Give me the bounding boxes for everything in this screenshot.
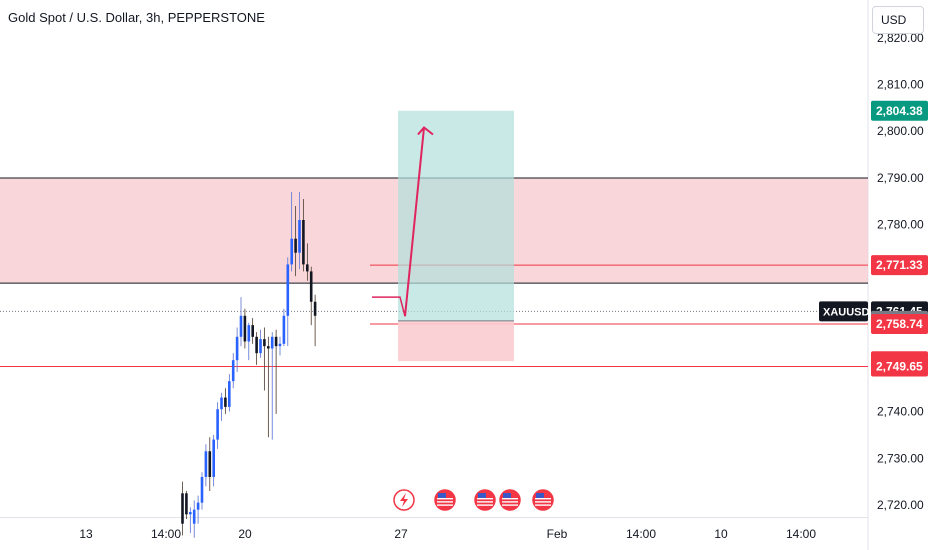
x-tick-label: Feb	[547, 527, 568, 541]
us-flag-stripe	[477, 504, 493, 506]
us-flag-canton	[478, 493, 486, 498]
candle	[263, 339, 266, 347]
candle	[216, 409, 219, 440]
us-flag-stripe	[437, 501, 453, 503]
candle	[255, 336, 258, 354]
chart-title: Gold Spot / U.S. Dollar, 3h, PEPPERSTONE	[8, 10, 265, 25]
us-flag-stripe	[502, 504, 518, 506]
candle	[185, 493, 188, 515]
us-flag-stripe	[437, 498, 453, 500]
candle	[267, 346, 270, 349]
price-label: 2,758.74	[876, 317, 923, 331]
currency-button[interactable]: USD	[872, 6, 924, 34]
y-tick-label: 2,730.00	[877, 451, 924, 465]
candle	[306, 264, 309, 272]
candle	[282, 315, 286, 344]
us-flag-stripe	[477, 501, 493, 503]
symbol-tag: XAUUSD	[823, 306, 870, 318]
candle	[208, 451, 212, 477]
candle	[290, 238, 293, 265]
candle	[294, 238, 297, 253]
x-tick-label: 14:00	[786, 527, 816, 541]
y-tick-label: 2,800.00	[877, 124, 924, 138]
us-flag-stripe	[535, 498, 551, 500]
us-flag-canton	[536, 493, 544, 498]
us-flag-stripe	[437, 504, 453, 506]
x-tick-label: 10	[714, 527, 728, 541]
us-flag-canton	[438, 493, 446, 498]
candle	[259, 339, 262, 354]
y-tick-label: 2,810.00	[877, 78, 924, 92]
us-flag-stripe	[477, 498, 493, 500]
candle	[239, 315, 243, 337]
us-flag-canton	[503, 493, 511, 498]
us-flag-stripe	[535, 501, 551, 503]
candle	[181, 493, 184, 524]
price-label-bg	[871, 356, 928, 377]
x-tick-label: 13	[79, 527, 93, 541]
y-tick-label: 2,780.00	[877, 218, 924, 232]
candle	[235, 336, 239, 361]
candle	[278, 343, 282, 347]
candle	[247, 325, 251, 342]
candle	[224, 397, 227, 407]
candle	[243, 315, 247, 342]
candle	[274, 336, 278, 347]
x-tick-label: 14:00	[151, 527, 181, 541]
target-zone	[398, 110, 514, 321]
price-label: 2,804.38	[876, 104, 923, 118]
projection-path	[372, 296, 406, 317]
candle	[212, 439, 215, 477]
candle	[192, 509, 196, 524]
y-tick-label: 2,820.00	[877, 31, 924, 45]
candle	[251, 325, 254, 337]
y-tick-label: 2,740.00	[877, 405, 924, 419]
candle	[270, 336, 274, 349]
candle	[309, 271, 313, 302]
stop-zone	[398, 320, 514, 362]
projection-arrow	[404, 127, 425, 317]
candle	[189, 512, 192, 515]
candle	[298, 220, 301, 253]
us-flag-stripe	[502, 498, 518, 500]
us-flag-stripe	[535, 504, 551, 506]
candle	[228, 381, 231, 407]
price-label-bg	[871, 100, 928, 121]
candle	[231, 360, 235, 382]
price-label-bg	[871, 255, 928, 276]
candle	[196, 502, 200, 510]
x-tick-label: 20	[238, 527, 252, 541]
price-label-bg	[871, 314, 928, 335]
us-flag-stripe	[502, 501, 518, 503]
y-tick-label: 2,790.00	[877, 171, 924, 185]
y-tick-label: 2,720.00	[877, 498, 924, 512]
price-label: 2,771.33	[876, 258, 923, 272]
candle	[313, 301, 317, 316]
x-tick-label: 14:00	[626, 527, 656, 541]
candle	[286, 264, 290, 316]
candle	[302, 220, 305, 265]
price-label: 2,749.65	[876, 359, 923, 373]
symbol-tag-bg	[819, 301, 868, 322]
lightning-glyph	[400, 493, 408, 507]
candle	[204, 451, 208, 477]
projection-arrow-head	[417, 126, 434, 136]
x-tick-label: 27	[394, 527, 408, 541]
candle	[220, 397, 223, 410]
candle	[200, 476, 204, 503]
